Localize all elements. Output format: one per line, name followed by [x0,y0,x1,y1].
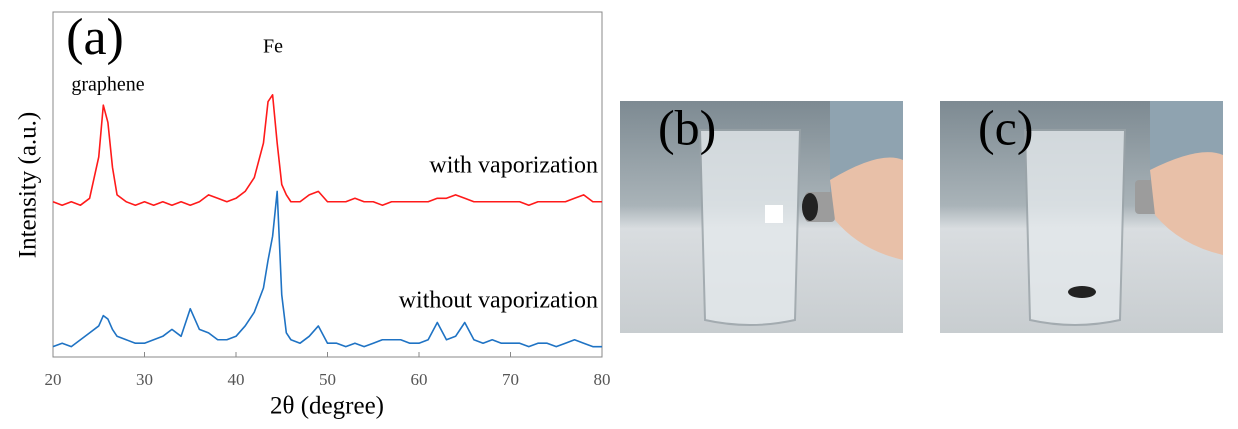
photo-c: (c) [940,99,1223,333]
data-line [52,190,602,348]
panel-label: (a) [66,9,124,66]
x-tick-label: 40 [228,370,245,389]
x-tick-label: 30 [136,370,153,389]
x-axis-label: 2θ (degree) [270,393,384,420]
annotation: without vaporization [399,288,598,314]
panel-label: (c) [978,99,1034,155]
y-axis-label: Intensity (a.u.) [15,112,42,258]
panel-label: (b) [658,99,716,155]
x-tick-label: 20 [45,370,62,389]
x-tick-label: 50 [319,370,336,389]
x-tick-label: 80 [594,370,611,389]
annotation: Fe [263,36,283,58]
x-tick-label: 60 [411,370,428,389]
x-tick-label: 70 [502,370,519,389]
data-line [52,94,602,206]
annotation: graphene [71,74,144,96]
photo-b: (b) [620,99,903,333]
annotation: with vaporization [429,153,598,179]
